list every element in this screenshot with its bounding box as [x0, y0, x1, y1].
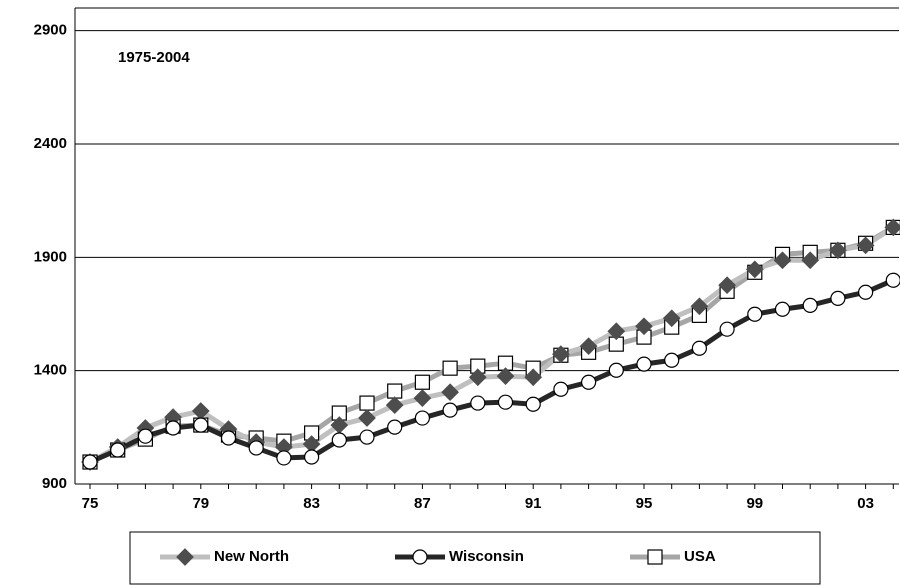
- y-tick-label: 2400: [34, 135, 67, 152]
- x-tick-label: 79: [192, 495, 209, 512]
- marker: [635, 317, 653, 336]
- marker: [387, 383, 403, 399]
- x-tick-label: 95: [636, 495, 653, 512]
- marker: [579, 337, 598, 356]
- marker: [607, 322, 626, 341]
- marker: [414, 410, 430, 426]
- marker: [442, 360, 458, 376]
- marker: [276, 450, 292, 466]
- marker: [470, 395, 486, 411]
- marker: [359, 395, 375, 411]
- marker: [220, 430, 237, 446]
- marker: [553, 381, 569, 397]
- marker: [82, 454, 98, 470]
- annotation: 1975-2004: [118, 49, 190, 66]
- legend-box: [129, 531, 821, 585]
- y-tick-label: 900: [42, 475, 67, 492]
- y-tick-label: 2900: [34, 22, 67, 39]
- marker: [413, 389, 432, 407]
- marker: [385, 396, 404, 414]
- legend-label: USA: [684, 548, 716, 565]
- marker: [497, 394, 514, 410]
- marker: [745, 260, 764, 279]
- marker: [802, 297, 818, 313]
- marker: [193, 417, 209, 433]
- marker: [331, 432, 347, 448]
- x-tick-label: 99: [746, 495, 763, 512]
- marker: [647, 549, 663, 565]
- marker: [691, 340, 708, 356]
- marker: [664, 352, 680, 368]
- x-tick-label: 83: [303, 495, 320, 512]
- marker: [524, 368, 543, 387]
- marker: [525, 396, 541, 412]
- marker: [412, 549, 428, 565]
- marker: [773, 251, 792, 270]
- marker: [496, 367, 515, 385]
- marker: [359, 429, 375, 445]
- marker: [690, 297, 709, 316]
- marker: [718, 276, 736, 295]
- marker: [830, 290, 846, 306]
- marker: [608, 362, 624, 378]
- marker: [552, 345, 570, 363]
- marker: [747, 306, 763, 322]
- marker: [441, 383, 459, 402]
- marker: [662, 309, 681, 328]
- marker: [358, 409, 376, 427]
- marker: [442, 402, 458, 418]
- marker: [468, 368, 487, 387]
- x-tick-label: 75: [82, 495, 99, 512]
- marker: [387, 419, 403, 435]
- marker: [580, 374, 597, 390]
- marker: [176, 548, 194, 566]
- x-tick-label: 91: [525, 495, 542, 512]
- marker: [885, 272, 900, 288]
- marker: [884, 218, 900, 237]
- marker: [165, 420, 181, 436]
- marker: [829, 241, 847, 260]
- y-tick-label: 1400: [34, 362, 67, 379]
- marker: [137, 428, 153, 444]
- marker: [857, 284, 874, 300]
- marker: [248, 440, 264, 456]
- x-tick-label: 03: [857, 495, 874, 512]
- marker: [856, 236, 875, 255]
- y-tick-label: 1900: [34, 248, 67, 265]
- marker: [110, 442, 126, 458]
- marker: [801, 251, 820, 270]
- legend-label: Wisconsin: [449, 548, 524, 565]
- x-tick-label: 87: [414, 495, 431, 512]
- marker: [774, 301, 791, 317]
- marker: [304, 449, 320, 465]
- marker: [719, 321, 735, 337]
- marker: [414, 374, 430, 390]
- legend-label: New North: [214, 548, 289, 565]
- marker: [636, 356, 652, 372]
